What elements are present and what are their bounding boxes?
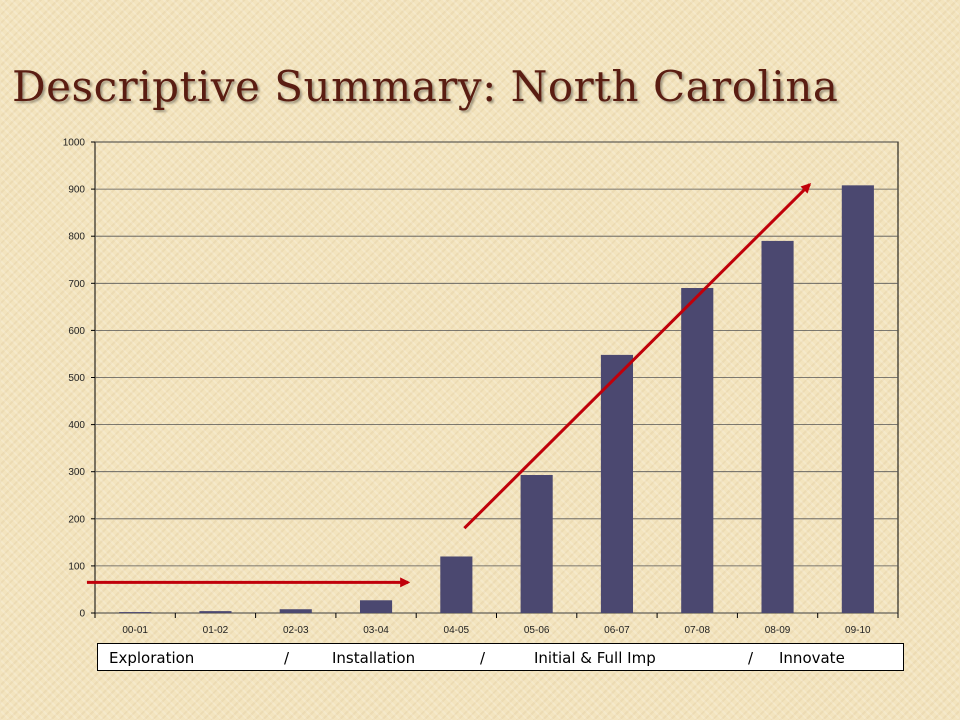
y-tick-label: 500 — [68, 373, 85, 384]
bar — [681, 288, 714, 613]
bar — [520, 474, 553, 613]
bar — [600, 354, 634, 613]
y-tick-label: 800 — [68, 232, 85, 243]
y-tick-label: 200 — [68, 514, 85, 525]
x-tick-label: 02-03 — [283, 625, 309, 636]
bar — [279, 609, 312, 613]
bar — [119, 612, 152, 613]
y-tick-label: 100 — [68, 561, 85, 572]
x-axis-ticks: 00-01 01-02 02-03 03-04 04-05 05-06 06-07 07-08… — [94, 613, 899, 636]
slide-title: Descriptive Summary: North Carolina — [12, 62, 839, 111]
x-tick-label: 03-04 — [363, 625, 389, 636]
phase-innovate: Innovate — [779, 649, 845, 667]
trend-arrow — [463, 182, 812, 530]
x-tick-label: 04-05 — [444, 625, 470, 636]
phase-legend: Exploration / Installation / Initial & F… — [97, 643, 904, 671]
phase-exploration: Exploration — [109, 649, 195, 667]
bar — [761, 240, 794, 613]
x-tick-label: 08-09 — [765, 625, 791, 636]
phase-implementation: Initial & Full Imp — [534, 649, 656, 667]
x-tick-label: 07-08 — [684, 625, 710, 636]
trend-arrows — [86, 182, 812, 588]
bar — [359, 600, 393, 613]
x-tick-label: 00-01 — [122, 625, 148, 636]
y-tick-label: 300 — [68, 467, 85, 478]
bar — [440, 556, 473, 613]
y-tick-label: 700 — [68, 279, 85, 290]
bar — [841, 185, 874, 613]
y-tick-label: 600 — [68, 326, 85, 337]
x-tick-label: 05-06 — [524, 625, 550, 636]
x-tick-label: 09-10 — [845, 625, 871, 636]
phase-separator-1: / — [284, 649, 290, 667]
x-tick-label: 01-02 — [203, 625, 229, 636]
phase-separator-2: / — [480, 649, 486, 667]
bars — [119, 185, 874, 613]
y-axis-ticks: 0 100 200 300 400 500 600 700 800 900 1000 — [63, 138, 95, 620]
phase-separator-3: / — [748, 649, 754, 667]
y-tick-label: 400 — [68, 420, 85, 431]
x-tick-label: 06-07 — [604, 625, 630, 636]
y-tick-label: 1000 — [63, 138, 86, 149]
y-tick-label: 900 — [68, 185, 85, 196]
phase-installation: Installation — [332, 649, 416, 667]
y-tick-label: 0 — [79, 609, 85, 620]
bar — [199, 611, 232, 613]
